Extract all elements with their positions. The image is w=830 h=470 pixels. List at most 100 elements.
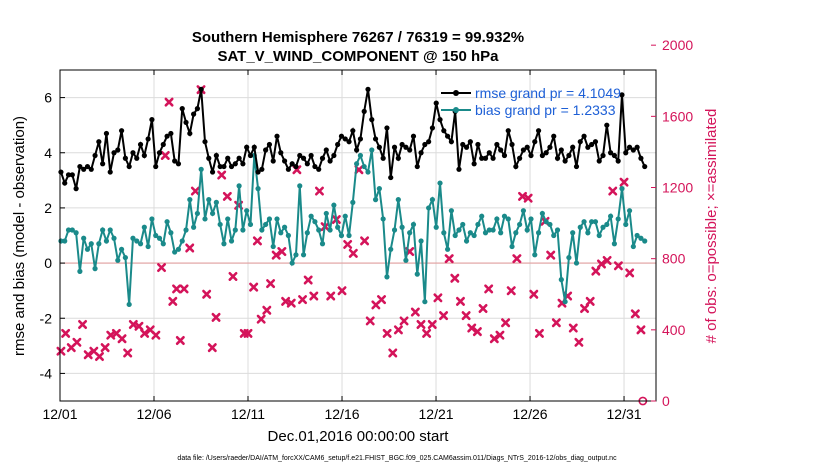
plot-frame (59, 69, 657, 402)
rmse-point (467, 139, 473, 145)
obs-assimilated-marker (343, 239, 353, 249)
bias-point (600, 224, 606, 230)
rmse-point (638, 155, 644, 161)
bias-point (513, 230, 519, 236)
bias-point (490, 227, 496, 233)
obs-assimilated-marker (630, 309, 640, 319)
y-axis-right: 0 400 800 1200 1600 2000 (651, 37, 693, 409)
rmse-point (554, 155, 561, 161)
rmse-point (471, 161, 477, 167)
rmse-point (517, 155, 523, 161)
rmse-point (134, 155, 140, 161)
bias-point (642, 238, 648, 244)
bias-point (630, 243, 636, 250)
bias-point (475, 221, 481, 228)
bias-point (498, 230, 504, 236)
rmse-point (365, 86, 371, 92)
rmse-point (107, 169, 113, 175)
rmse-point (202, 139, 208, 145)
bias-point (107, 227, 113, 233)
bias-point (297, 183, 303, 189)
bias-point (573, 260, 580, 266)
bias-point (369, 147, 375, 153)
bias-point (202, 216, 208, 222)
bias-point (263, 221, 269, 228)
rmse-point (433, 100, 439, 106)
rmse-point (456, 166, 462, 172)
bias-point (441, 230, 447, 236)
bias-point (604, 221, 610, 228)
obs-assimilated-marker (175, 336, 185, 346)
bias-point (217, 221, 223, 228)
rmse-point (270, 158, 276, 164)
obs-assimilated-marker (512, 254, 522, 264)
rmse-point (581, 133, 587, 139)
y-axis-left: -4 -2 0 2 4 6 (40, 90, 65, 381)
obs-assimilated-marker (501, 318, 511, 328)
rmse-point (623, 150, 629, 156)
rmse-point (399, 141, 405, 148)
bias-point (577, 224, 583, 230)
rmse-point (505, 128, 511, 134)
rmse-point (611, 152, 617, 159)
bias-point (509, 243, 515, 250)
bias-point (115, 257, 121, 263)
obs-assimilated-marker (399, 316, 409, 326)
bias-point (426, 205, 432, 211)
y-right-tick-label: 800 (662, 251, 686, 267)
rmse-point (460, 141, 466, 148)
rmse-point (232, 161, 238, 167)
rmse-point (247, 152, 254, 159)
obs-assimilated-marker (83, 350, 93, 360)
rmse-point (266, 141, 273, 148)
rmse-point (118, 128, 125, 134)
obs-assimilated-marker (337, 286, 347, 296)
obs-assimilated-marker (100, 343, 110, 353)
bias-point (448, 208, 454, 214)
obs-assimilated-marker (243, 328, 253, 338)
y-left-tick-label: 6 (44, 90, 52, 106)
bias-point (88, 241, 94, 247)
rmse-point (259, 166, 265, 172)
rmse-point (354, 147, 360, 153)
bias-point (376, 186, 382, 192)
bias-point (77, 268, 83, 274)
bias-point (346, 232, 352, 239)
bias-point (592, 219, 599, 225)
bias-point (626, 208, 633, 214)
obs-assimilated-marker (277, 247, 287, 257)
bias-point (463, 238, 470, 244)
bias-point (194, 210, 201, 217)
rmse-point (281, 158, 288, 164)
bias-point (444, 246, 451, 252)
bias-point (539, 210, 545, 217)
rmse-point (172, 158, 178, 164)
rmse-point (278, 150, 284, 156)
bias-point (270, 243, 276, 250)
rmse-point (194, 106, 201, 112)
bias-point (179, 238, 185, 244)
obs-assimilated-marker (529, 289, 539, 299)
obs-assimilated-marker (427, 319, 437, 329)
bias-point (372, 197, 379, 203)
rmse-point (126, 163, 132, 170)
obs-assimilated-marker (211, 312, 221, 322)
obs-assimilated-marker (168, 296, 178, 306)
rmse-point (228, 163, 235, 170)
bias-point (232, 227, 238, 233)
rmse-point (422, 141, 428, 148)
rmse-point (372, 136, 379, 142)
obs-assimilated-marker (467, 323, 477, 333)
y-axis-left-label: rmse and bias (model - observation) (11, 116, 28, 356)
bias-point (410, 221, 417, 228)
bias-point (585, 230, 591, 236)
rmse-point (141, 152, 147, 159)
bias-point (422, 299, 428, 305)
rmse-point (335, 141, 341, 148)
bias-point (84, 246, 91, 252)
bias-point (191, 224, 197, 230)
y-axis-right-label: # of obs: o=possible; ×=assimilated (703, 109, 720, 344)
bias-point (391, 227, 398, 233)
bias-point (581, 219, 587, 225)
rmse-point (437, 117, 443, 123)
